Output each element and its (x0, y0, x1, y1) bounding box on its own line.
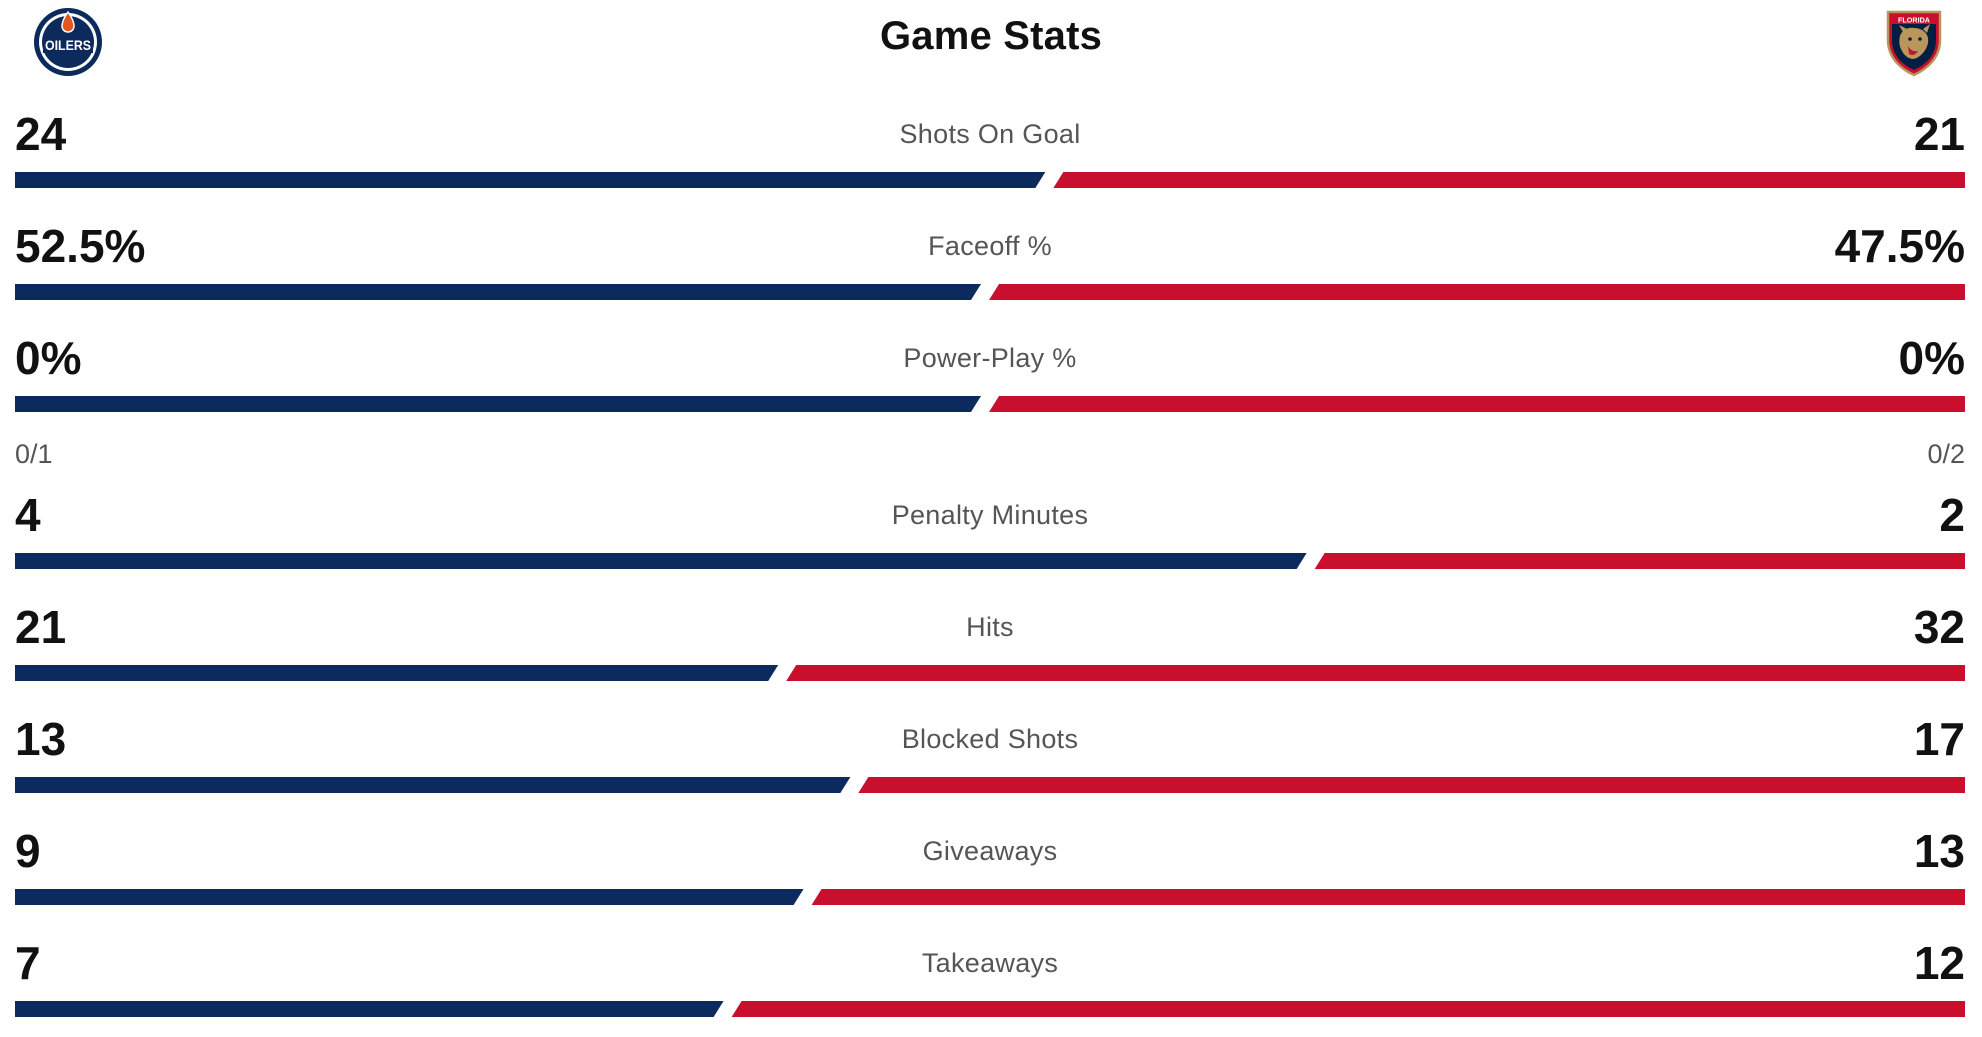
away-bar (1314, 553, 1965, 569)
home-value: 13 (15, 713, 67, 765)
stat-label: Shots On Goal (899, 119, 1081, 149)
home-bar (15, 665, 779, 681)
home-bar (15, 284, 981, 300)
stat-row-takeaways: 7 Takeaways 12 (15, 925, 1965, 1037)
home-value: 0% (15, 332, 82, 384)
away-bar (1053, 172, 1965, 188)
oilers-logo-icon: OILERS (34, 8, 102, 76)
away-value: 47.5% (1834, 220, 1965, 272)
home-value: 9 (15, 825, 41, 877)
comparison-bar (15, 777, 1965, 793)
comparison-bar (15, 889, 1965, 905)
home-value: 7 (15, 937, 41, 989)
away-detail: 0/2 (1927, 439, 1965, 469)
away-value: 12 (1913, 937, 1965, 989)
comparison-bar (15, 172, 1965, 188)
stat-row-faceoff-pct: 52.5% Faceoff % 47.5% (15, 208, 1965, 320)
away-value: 17 (1913, 713, 1965, 765)
away-value: 0% (1898, 332, 1965, 384)
away-bar (786, 665, 1966, 681)
header: OILERS Game Stats FLORIDA (0, 0, 1982, 84)
away-bar (811, 889, 1965, 905)
stat-row-hits: 21 Hits 32 (15, 589, 1966, 701)
stat-row-blocked-shots: 13 Blocked Shots 17 (15, 701, 1965, 813)
comparison-bar (15, 284, 1965, 300)
comparison-bar (15, 665, 1966, 681)
comparison-bar (15, 396, 1965, 412)
home-bar (15, 777, 851, 793)
home-bar (15, 172, 1046, 188)
home-bar (15, 553, 1307, 569)
stat-label: Faceoff % (928, 231, 1052, 261)
stats-list: 24 Shots On Goal 21 52.5% Faceoff % 47.5% 0% Po… (15, 96, 1966, 1037)
home-value: 21 (15, 601, 67, 653)
away-value: 2 (1939, 489, 1965, 541)
stat-label: Hits (966, 612, 1014, 642)
home-detail: 0/1 (15, 439, 53, 469)
panthers-logo-text: FLORIDA (1898, 18, 1930, 25)
away-value: 32 (1913, 601, 1965, 653)
home-bar (15, 396, 981, 412)
home-bar (15, 889, 804, 905)
panthers-logo-icon: FLORIDA (1886, 10, 1942, 77)
stat-row-shots-on-goal: 24 Shots On Goal 21 (15, 96, 1965, 208)
stat-row-penalty-minutes: 4 Penalty Minutes 2 (15, 477, 1965, 589)
home-value: 4 (15, 489, 41, 541)
page-title: Game Stats (879, 14, 1103, 58)
stat-label: Blocked Shots (901, 724, 1079, 754)
home-value: 52.5% (15, 220, 146, 272)
stat-label: Takeaways (921, 948, 1059, 978)
comparison-bar (15, 553, 1965, 569)
away-bar (858, 777, 1965, 793)
away-value: 21 (1913, 108, 1965, 160)
oilers-logo-text: OILERS (45, 37, 91, 53)
away-value: 13 (1913, 825, 1965, 877)
away-bar (731, 1001, 1965, 1017)
stat-row-giveaways: 9 Giveaways 13 (15, 813, 1965, 925)
stat-row-power-play-pct: 0% Power-Play % 0% 0/1 0/2 (15, 320, 1965, 477)
away-bar (989, 396, 1965, 412)
stat-label: Giveaways (922, 836, 1058, 866)
away-bar (989, 284, 1965, 300)
stat-label: Power-Play % (903, 343, 1077, 373)
stat-label: Penalty Minutes (891, 500, 1089, 530)
home-bar (15, 1001, 724, 1017)
home-value: 24 (15, 108, 67, 160)
comparison-bar (15, 1001, 1965, 1017)
